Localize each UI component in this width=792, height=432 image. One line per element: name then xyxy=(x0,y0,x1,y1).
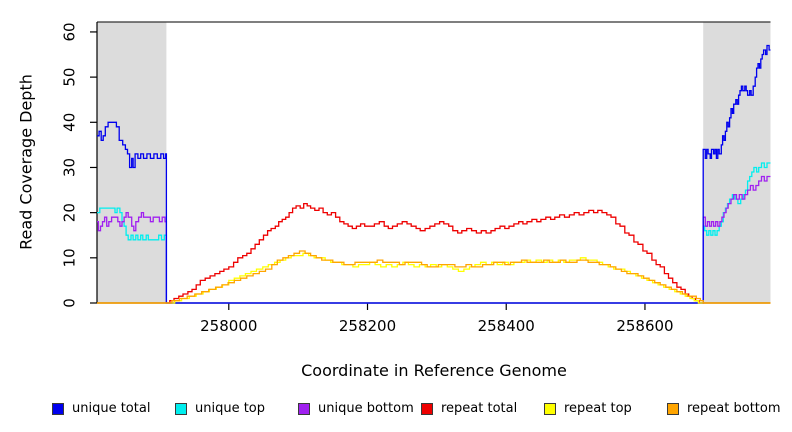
legend-swatch-icon xyxy=(421,402,433,415)
y-tick-label: 60 xyxy=(61,22,79,41)
y-tick-label: 50 xyxy=(61,68,79,87)
y-tick-label: 40 xyxy=(61,113,79,132)
series-repeat-bottom xyxy=(97,250,771,304)
legend-swatch-icon xyxy=(667,402,679,415)
legend-label: repeat bottom xyxy=(687,401,781,416)
legend-swatch-icon xyxy=(175,402,187,415)
legend-item-unique-bottom: unique bottom xyxy=(298,401,421,416)
legend-label: unique bottom xyxy=(318,401,414,416)
series-repeat-total xyxy=(97,202,771,304)
y-tick-label: 20 xyxy=(61,203,79,222)
x-tick-label: 258600 xyxy=(616,317,673,335)
x-tick-label: 258400 xyxy=(478,317,535,335)
y-tick-label: 10 xyxy=(61,248,79,267)
x-tick-label: 258000 xyxy=(200,317,257,335)
legend-label: unique total xyxy=(72,401,151,416)
shaded-region xyxy=(703,22,771,303)
legend-label: repeat total xyxy=(441,401,518,416)
legend-item-unique-top: unique top xyxy=(175,401,298,416)
y-tick-label: 0 xyxy=(61,298,79,308)
y-tick-label: 30 xyxy=(61,158,79,177)
legend-item-repeat-top: repeat top xyxy=(544,401,667,416)
legend-swatch-icon xyxy=(52,402,64,415)
series-unique-total xyxy=(97,44,771,304)
y-axis-title: Read Coverage Depth xyxy=(16,74,36,250)
x-tick-label: 258200 xyxy=(339,317,396,335)
series-unique-bottom xyxy=(97,175,771,304)
legend-item-repeat-total: repeat total xyxy=(421,401,544,416)
legend: unique total unique top unique bottom repea… xyxy=(52,401,792,416)
legend-item-unique-total: unique total xyxy=(52,401,175,416)
legend-swatch-icon xyxy=(298,402,310,415)
legend-item-repeat-bottom: repeat bottom xyxy=(667,401,790,416)
legend-label: unique top xyxy=(195,401,266,416)
x-axis-title: Coordinate in Reference Genome xyxy=(301,361,567,380)
legend-swatch-icon xyxy=(544,402,556,415)
series-unique-top xyxy=(97,162,771,304)
legend-label: repeat top xyxy=(564,401,632,416)
coverage-chart: 0 10 20 30 40 50 60 258000 258200 258400 258600 xyxy=(61,21,771,335)
